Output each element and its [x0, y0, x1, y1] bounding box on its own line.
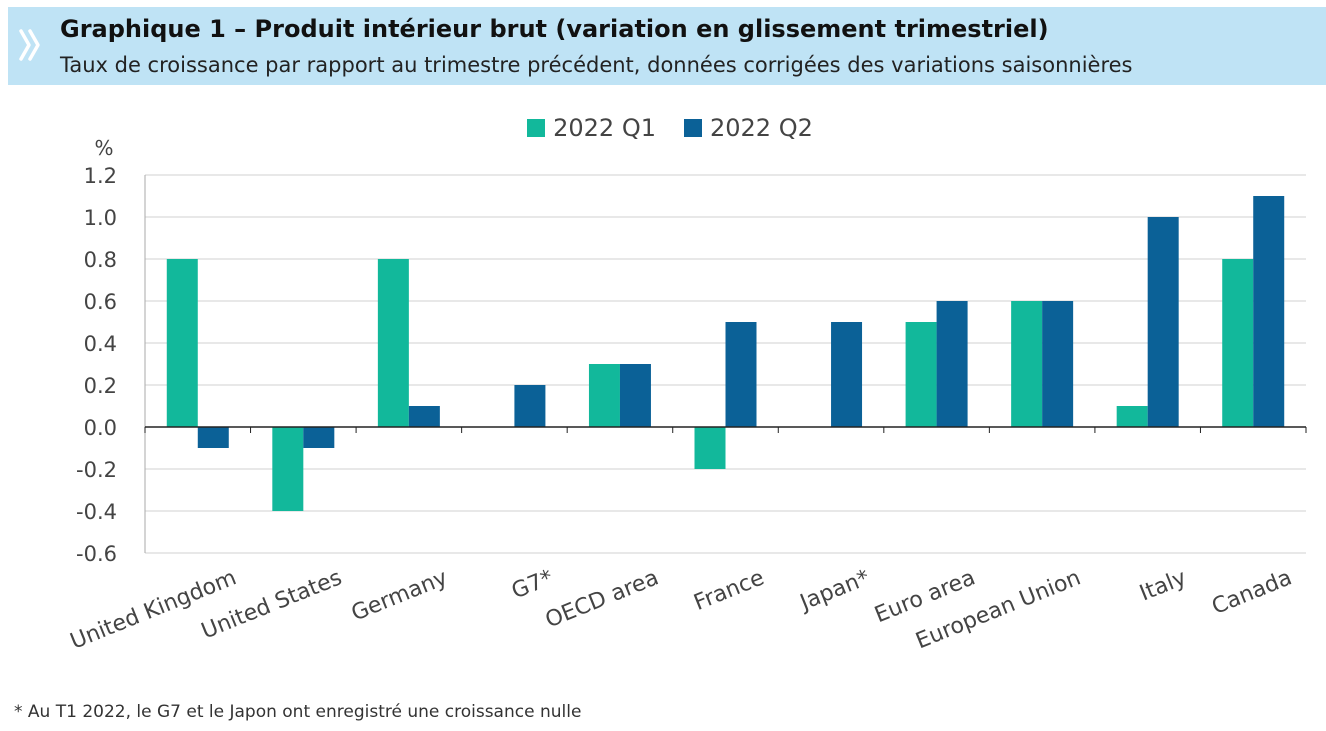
bar-q2 [303, 427, 335, 448]
bar-q1 [905, 322, 937, 427]
bar-q1 [377, 259, 409, 427]
x-category-label: Italy [1136, 565, 1190, 606]
bar-q2 [831, 322, 863, 427]
bar-q1 [272, 427, 304, 511]
y-tick-label: 0.0 [84, 416, 117, 440]
x-category-label: Canada [1208, 565, 1295, 620]
y-tick-label: -0.6 [76, 542, 117, 566]
y-tick-label: 1.2 [84, 164, 117, 188]
bar-q2 [197, 427, 229, 448]
y-tick-label: 1.0 [84, 206, 117, 230]
x-category-label: Japan* [795, 565, 873, 616]
chart-header: Graphique 1 – Produit intérieur brut (va… [8, 7, 1326, 85]
chart-legend: 2022 Q1 2022 Q2 [0, 114, 1326, 142]
bar-q2 [1147, 217, 1179, 427]
bar-q2 [514, 385, 546, 427]
double-chevron-right-icon [19, 29, 40, 61]
legend-label-q2: 2022 Q2 [710, 114, 813, 142]
chart-footnote: * Au T1 2022, le G7 et le Japon ont enre… [14, 702, 582, 722]
x-category-label: OECD area [542, 565, 662, 633]
y-tick-label: -0.2 [76, 458, 117, 482]
bar-q2 [1042, 301, 1074, 427]
y-tick-label: 0.4 [84, 332, 117, 356]
y-tick-label: 0.8 [84, 248, 117, 272]
bar-q1 [1011, 301, 1043, 427]
legend-item-q1: 2022 Q1 [527, 114, 656, 142]
x-category-label: Germany [348, 565, 451, 626]
bar-q2 [725, 322, 757, 427]
chart-title: Graphique 1 – Produit intérieur brut (va… [60, 15, 1049, 43]
legend-label-q1: 2022 Q1 [553, 114, 656, 142]
legend-item-q2: 2022 Q2 [684, 114, 813, 142]
bar-q2 [408, 406, 440, 427]
y-tick-label: 0.2 [84, 374, 117, 398]
x-category-label: G7* [508, 565, 556, 604]
y-tick-label: 0.6 [84, 290, 117, 314]
chart-subtitle: Taux de croissance par rapport au trimes… [60, 53, 1133, 77]
bar-q2 [1253, 196, 1285, 427]
x-category-label: France [691, 565, 768, 616]
bar-q2 [619, 364, 651, 427]
legend-swatch-q1 [527, 119, 546, 137]
bar-q1 [166, 259, 198, 427]
bar-q1 [588, 364, 620, 427]
bar-q1 [1222, 259, 1254, 427]
bar-q1 [1116, 406, 1148, 427]
bar-chart: 1.21.00.80.60.40.20.0-0.2-0.4-0.6%United… [67, 136, 1307, 655]
y-axis-unit-label: % [94, 136, 113, 160]
legend-swatch-q2 [684, 119, 702, 137]
bar-q1 [694, 427, 726, 469]
y-tick-label: -0.4 [76, 500, 117, 524]
bar-q2 [936, 301, 968, 427]
